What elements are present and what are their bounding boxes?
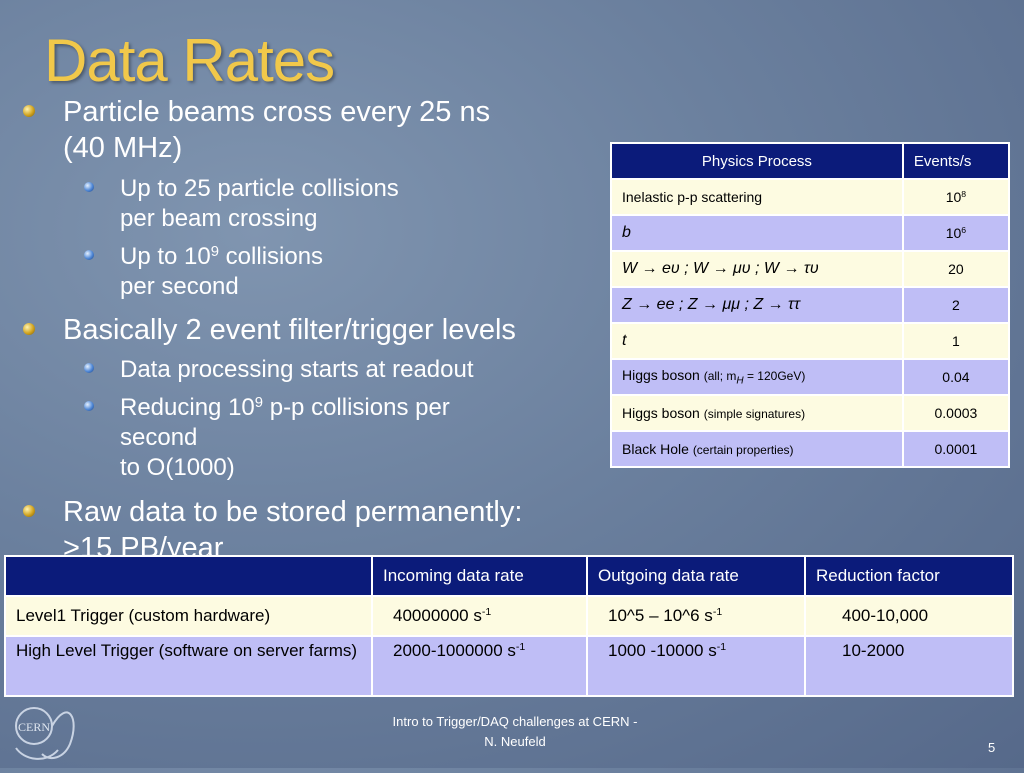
table-row: High Level Trigger (software on server f… bbox=[4, 635, 1014, 697]
bullet-text: per second bbox=[120, 273, 239, 300]
table-row: Higgs boson (simple signatures) 0.0003 bbox=[610, 394, 1011, 432]
outgoing-rate-cell: 1000 -10000 s-1 bbox=[586, 635, 806, 697]
process-cell: Black Hole (certain properties) bbox=[610, 430, 904, 468]
incoming-rate-cell: 2000-1000000 s-1 bbox=[371, 635, 588, 697]
bullet-text: (40 MHz) bbox=[63, 132, 183, 164]
blue-bullet-icon bbox=[84, 363, 94, 373]
process-cell: W → eυ ; W → μυ ; W → τυ bbox=[610, 250, 904, 288]
process-cell: t bbox=[610, 322, 904, 360]
bullet-text: Up to 25 particle collisions bbox=[120, 175, 399, 202]
table-row: Black Hole (certain properties) 0.0001 bbox=[610, 430, 1011, 468]
footer-author: N. Neufeld bbox=[484, 734, 546, 749]
cern-logo: CERN bbox=[6, 688, 86, 773]
bullet-text: Raw data to be stored permanently: bbox=[63, 496, 523, 528]
reduction-factor-cell: 400-10,000 bbox=[804, 595, 1014, 637]
table-header: Incoming data rate bbox=[371, 555, 588, 597]
process-cell: Higgs boson (simple signatures) bbox=[610, 394, 904, 432]
table-row: Inelastic p-p scattering 108 bbox=[610, 178, 1011, 216]
footer-text: Intro to Trigger/DAQ challenges at CERN … bbox=[392, 714, 638, 729]
bullet-text: Reducing 109 p-p collisions per bbox=[120, 394, 450, 421]
process-cell: b bbox=[610, 214, 904, 252]
table-header: Events/s bbox=[901, 142, 1011, 180]
events-cell: 1 bbox=[901, 322, 1011, 360]
data-rate-table: Incoming data rate Outgoing data rate Re… bbox=[4, 555, 1014, 697]
gold-bullet-icon bbox=[23, 323, 35, 335]
events-cell: 2 bbox=[901, 286, 1011, 324]
physics-process-table: Physics Process Events/s Inelastic p-p s… bbox=[610, 142, 1011, 468]
footer: Intro to Trigger/DAQ challenges at CERN … bbox=[360, 712, 670, 752]
bullet-collisions-per-crossing: Up to 25 particle collisions per beam cr… bbox=[84, 174, 399, 234]
bullet-readout: Data processing starts at readout bbox=[84, 355, 474, 385]
gold-bullet-icon bbox=[23, 105, 35, 117]
process-cell: Inelastic p-p scattering bbox=[610, 178, 904, 216]
events-cell: 108 bbox=[901, 178, 1011, 216]
bullet-trigger-levels: Basically 2 event filter/trigger levels bbox=[23, 312, 516, 348]
trigger-name-cell: Level1 Trigger (custom hardware) bbox=[4, 595, 373, 637]
cern-logo-icon: CERN bbox=[15, 707, 75, 760]
process-cell: Higgs boson (all; mH = 120GeV) bbox=[610, 358, 904, 396]
table-row: Level1 Trigger (custom hardware) 4000000… bbox=[4, 595, 1014, 637]
table-header: Physics Process bbox=[610, 142, 904, 180]
blue-bullet-icon bbox=[84, 182, 94, 192]
bullet-text: per beam crossing bbox=[120, 205, 318, 232]
events-cell: 106 bbox=[901, 214, 1011, 252]
trigger-name-cell: High Level Trigger (software on server f… bbox=[4, 635, 373, 697]
table-header: Outgoing data rate bbox=[586, 555, 806, 597]
table-row: W → eυ ; W → μυ ; W → τυ 20 bbox=[610, 250, 1011, 288]
table-header: Reduction factor bbox=[804, 555, 1014, 597]
bullet-text: Up to 109 collisions bbox=[120, 243, 324, 270]
events-cell: 20 bbox=[901, 250, 1011, 288]
bullet-text: Basically 2 event filter/trigger levels bbox=[63, 314, 516, 346]
svg-text:CERN: CERN bbox=[18, 720, 50, 734]
table-row: b 106 bbox=[610, 214, 1011, 252]
table-row: Z → ee ; Z → μμ ; Z → ττ 2 bbox=[610, 286, 1011, 324]
blue-bullet-icon bbox=[84, 250, 94, 260]
table-row: Higgs boson (all; mH = 120GeV) 0.04 bbox=[610, 358, 1011, 396]
bullet-text: Data processing starts at readout bbox=[120, 356, 474, 383]
bullet-text: Particle beams cross every 25 ns bbox=[63, 96, 491, 128]
outgoing-rate-cell: 10^5 – 10^6 s-1 bbox=[586, 595, 806, 637]
blue-bullet-icon bbox=[84, 401, 94, 411]
gold-bullet-icon bbox=[23, 505, 35, 517]
reduction-factor-cell: 10-2000 bbox=[804, 635, 1014, 697]
incoming-rate-cell: 40000000 s-1 bbox=[371, 595, 588, 637]
events-cell: 0.04 bbox=[901, 358, 1011, 396]
events-cell: 0.0001 bbox=[901, 430, 1011, 468]
table-row: t 1 bbox=[610, 322, 1011, 360]
bullet-beam-crossing: Particle beams cross every 25 ns (40 MHz… bbox=[23, 94, 491, 166]
bullet-reducing: Reducing 109 p-p collisions per second t… bbox=[84, 393, 450, 483]
bullet-text: second bbox=[120, 424, 198, 451]
events-cell: 0.0003 bbox=[901, 394, 1011, 432]
page-number: 5 bbox=[988, 740, 996, 755]
bullet-collisions-per-second: Up to 109 collisions per second bbox=[84, 242, 324, 302]
slide-title: Data Rates bbox=[44, 27, 335, 94]
process-cell: Z → ee ; Z → μμ ; Z → ττ bbox=[610, 286, 904, 324]
bullet-text: to O(1000) bbox=[120, 454, 235, 481]
table-header bbox=[4, 555, 373, 597]
